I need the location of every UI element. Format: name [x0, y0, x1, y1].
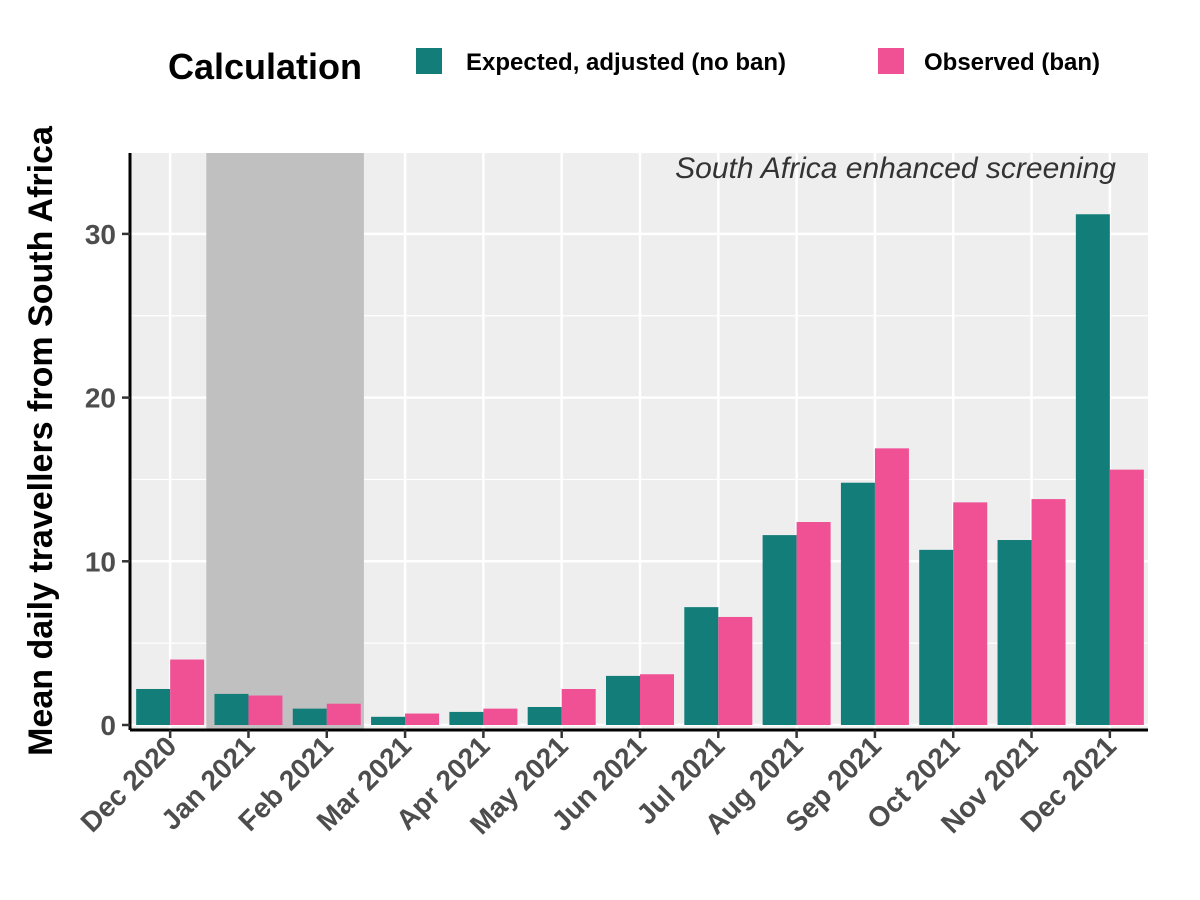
bar-observed-5	[561, 688, 596, 725]
y-tick-label: 20	[85, 383, 116, 414]
y-tick-label: 30	[85, 219, 116, 250]
bar-observed-10	[953, 502, 988, 725]
bar-expected-12	[1075, 214, 1110, 726]
legend-label-observed: Observed (ban)	[924, 49, 1100, 76]
bar-expected-5	[527, 706, 562, 725]
legend-swatch-expected	[416, 48, 442, 74]
bar-observed-8	[796, 522, 831, 725]
y-tick-label: 10	[85, 546, 116, 577]
annotation-text: South Africa enhanced screening	[675, 152, 1116, 185]
bar-observed-1	[248, 695, 283, 725]
bar-expected-6	[606, 675, 640, 725]
bar-observed-4	[483, 708, 518, 725]
shaded-period	[206, 153, 364, 730]
bar-observed-6	[640, 674, 674, 725]
bar-expected-9	[840, 482, 875, 725]
bar-expected-0	[136, 688, 171, 725]
bar-expected-8	[762, 535, 797, 725]
y-tick-label: 0	[100, 710, 116, 741]
bar-expected-11	[997, 540, 1032, 725]
bar-observed-0	[170, 659, 205, 725]
legend: Calculation Expected, adjusted (no ban) …	[168, 46, 1100, 87]
bar-expected-3	[371, 716, 406, 725]
legend-title: Calculation	[168, 46, 362, 87]
bar-observed-3	[405, 713, 440, 725]
bar-expected-4	[449, 711, 484, 725]
bar-observed-7	[718, 616, 753, 725]
bar-expected-1	[214, 693, 249, 725]
bar-expected-10	[919, 549, 954, 725]
bar-expected-2	[292, 708, 327, 725]
bar-observed-11	[1031, 499, 1066, 725]
bar-observed-9	[874, 448, 909, 725]
y-axis-title: Mean daily travellers from South Africa	[22, 125, 60, 756]
legend-swatch-observed	[878, 48, 904, 74]
bar-observed-12	[1109, 469, 1144, 725]
bar-observed-2	[326, 703, 361, 725]
bar-expected-7	[684, 607, 719, 725]
legend-label-expected: Expected, adjusted (no ban)	[466, 49, 786, 76]
